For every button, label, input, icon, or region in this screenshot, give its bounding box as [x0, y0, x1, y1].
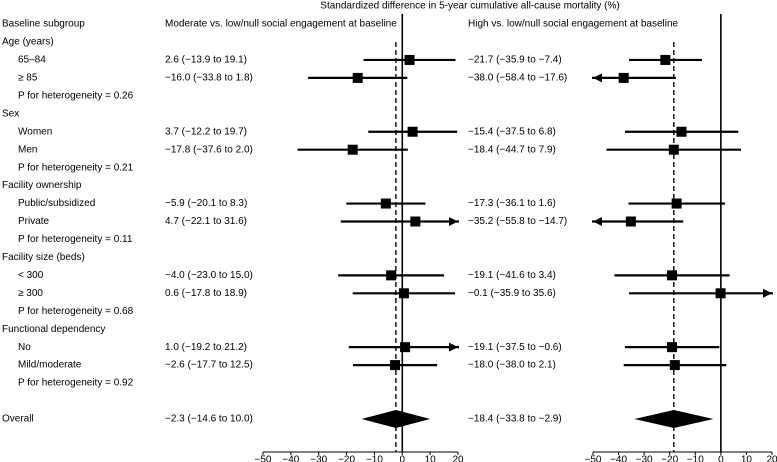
point-estimate — [347, 144, 358, 155]
point-estimate — [660, 54, 671, 65]
group-heading: Facility ownership — [2, 180, 82, 191]
arrow-head — [449, 342, 458, 352]
overall-value-label: −18.4 (−33.8 to −2.9) — [468, 414, 562, 425]
value-label: 3.7 (−12.2 to 19.7) — [165, 126, 247, 137]
subgroup-label: Women — [18, 126, 52, 137]
point-estimate — [625, 216, 636, 227]
heterogeneity-label: P for heterogeneity = 0.21 — [18, 162, 134, 173]
value-label: 0.6 (−17.8 to 18.9) — [165, 288, 247, 299]
overall-diamond — [361, 410, 431, 428]
subgroup-label: 65–84 — [18, 55, 46, 66]
x-tick-label: −50 — [585, 455, 602, 462]
point-estimate — [715, 288, 726, 299]
panel-plot — [297, 58, 459, 367]
x-tick-label: −10 — [687, 455, 704, 462]
value-label: −2.6 (−17.7 to 12.5) — [165, 360, 253, 371]
group-heading: Facility size (beds) — [2, 252, 85, 263]
group-heading: Age (years) — [2, 37, 54, 48]
value-label: −21.7 (−35.9 to −7.4) — [468, 55, 562, 66]
x-tick-label: 10 — [425, 455, 437, 462]
overall-label: Overall — [2, 414, 34, 425]
value-label: 4.7 (−22.1 to 31.6) — [165, 216, 247, 227]
heterogeneity-label: P for heterogeneity = 0.26 — [18, 90, 134, 101]
point-estimate — [352, 72, 363, 83]
panel-title: High vs. low/null social engagement at b… — [468, 19, 679, 30]
value-label: −16.0 (−33.8 to 1.8) — [165, 73, 253, 84]
point-estimate — [618, 72, 629, 83]
value-label: 1.0 (−19.2 to 21.2) — [165, 342, 247, 353]
point-estimate — [390, 360, 401, 371]
value-label: −35.2 (−55.8 to −14.7) — [468, 216, 567, 227]
x-tick-label: −40 — [282, 455, 299, 462]
arrow-head — [593, 217, 602, 226]
value-label: −17.8 (−37.6 to 2.0) — [165, 144, 253, 155]
x-tick-label: 0 — [400, 455, 406, 462]
overall-diamond — [634, 410, 714, 428]
x-tick-label: 20 — [766, 455, 777, 462]
heterogeneity-label: P for heterogeneity = 0.68 — [18, 306, 134, 317]
x-tick-label: −20 — [338, 455, 355, 462]
point-estimate — [669, 360, 680, 371]
heterogeneity-label: P for heterogeneity = 0.11 — [18, 234, 133, 245]
value-label: −19.1 (−37.5 to −0.6) — [468, 342, 562, 353]
value-label: −0.1 (−35.9 to 35.6) — [468, 288, 556, 299]
subgroup-label: ≥ 85 — [18, 73, 38, 84]
value-label: −5.9 (−20.1 to 8.3) — [165, 198, 247, 209]
point-estimate — [667, 270, 678, 281]
value-label: −15.4 (−37.5 to 6.8) — [468, 126, 556, 137]
subgroup-label: ≥ 300 — [18, 288, 43, 299]
x-tick-label: −20 — [661, 455, 678, 462]
subgroup-label: Private — [18, 216, 50, 227]
subgroup-label: No — [18, 342, 31, 353]
x-tick-label: 0 — [718, 455, 724, 462]
value-label: 2.6 (−13.9 to 19.1) — [165, 55, 247, 66]
arrow-head — [763, 288, 772, 298]
x-tick-label: 10 — [741, 455, 753, 462]
arrow-head — [593, 73, 602, 83]
subgroup-label: Men — [18, 144, 37, 155]
point-estimate — [386, 270, 397, 281]
point-estimate — [404, 54, 415, 65]
group-heading: Functional dependency — [2, 324, 105, 335]
overall-value-label: −2.3 (−14.6 to 10.0) — [165, 414, 253, 425]
heterogeneity-label: P for heterogeneity = 0.92 — [18, 378, 134, 389]
point-estimate — [380, 198, 391, 209]
subgroup-label: Public/subsidized — [18, 198, 95, 209]
x-tick-label: −10 — [366, 455, 383, 462]
row-header: Baseline subgroup — [2, 19, 85, 30]
point-estimate — [407, 126, 418, 137]
x-tick-label: −50 — [255, 455, 272, 462]
point-estimate — [400, 342, 411, 353]
chart-title: Standardized difference in 5-year cumula… — [320, 1, 619, 12]
value-label: −18.0 (−38.0 to 2.1) — [468, 360, 556, 371]
point-estimate — [667, 342, 678, 353]
point-estimate — [668, 144, 679, 155]
x-tick-label: −40 — [610, 455, 627, 462]
point-estimate — [671, 198, 682, 209]
value-label: −18.4 (−44.7 to 7.9) — [468, 144, 556, 155]
x-tick-label: −30 — [636, 455, 653, 462]
x-tick-label: −30 — [310, 455, 327, 462]
x-tick-label: 20 — [452, 455, 464, 462]
subgroup-label: Mild/moderate — [18, 360, 82, 371]
panel-title: Moderate vs. low/null social engagement … — [165, 19, 397, 30]
group-heading: Sex — [2, 108, 19, 119]
value-label: −17.3 (−36.1 to 1.6) — [468, 198, 556, 209]
point-estimate — [676, 126, 687, 137]
point-estimate — [398, 288, 409, 299]
value-label: −38.0 (−58.4 to −17.6) — [468, 73, 567, 84]
arrow-head — [449, 217, 458, 226]
value-label: −4.0 (−23.0 to 15.0) — [165, 270, 253, 281]
subgroup-label: < 300 — [18, 270, 44, 281]
point-estimate — [410, 216, 421, 227]
value-label: −19.1 (−41.6 to 3.4) — [468, 270, 556, 281]
